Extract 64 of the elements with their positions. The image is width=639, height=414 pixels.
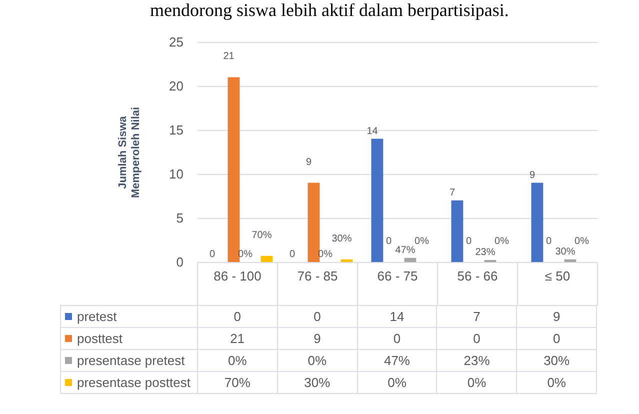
y-tick-label: 15	[169, 122, 184, 138]
data-label: 30%	[277, 372, 358, 394]
text: 7	[449, 187, 456, 198]
y-tick-label: 20	[169, 78, 184, 94]
data-label: 0	[357, 328, 437, 350]
y-tick-label: 10	[169, 166, 184, 182]
bar	[564, 259, 576, 262]
data-label: 7	[436, 306, 517, 328]
text: 0%	[494, 236, 509, 247]
data-label: 0	[516, 328, 596, 350]
text: 9	[306, 156, 312, 168]
text: mendorong siswa lebih aktif dalam berpartisipasi.	[150, 0, 509, 21]
x-tick-label: 66 - 75	[377, 268, 418, 284]
y-tick-label: 5	[176, 210, 184, 226]
data-label: 0%	[436, 372, 517, 394]
y-tick-label: 0	[176, 254, 184, 270]
data-label: 21	[198, 328, 278, 350]
text: 30%	[555, 246, 576, 258]
legend-label: presentase pretest	[60, 350, 198, 372]
data-label: 0%	[357, 372, 437, 394]
legend-label: presentase posttest	[60, 372, 198, 394]
data-label: 0%	[198, 350, 278, 372]
x-tick-label: 86 - 100	[214, 268, 262, 284]
data-label: 0	[436, 328, 517, 350]
data-label: 0%	[277, 350, 358, 372]
text: 9	[529, 170, 536, 181]
text: 30%	[332, 233, 352, 244]
text: 0	[466, 236, 472, 247]
text: 0	[209, 249, 216, 260]
text: 14	[366, 126, 378, 137]
text: 21	[223, 51, 234, 62]
data-label: 14	[357, 306, 437, 328]
legend-label: pretest	[60, 306, 198, 328]
data-label: 23%	[436, 350, 517, 372]
bar	[260, 256, 273, 262]
data-label: 0%	[516, 372, 596, 394]
data-label: 0	[198, 306, 278, 328]
legend-label: posttest	[60, 328, 198, 350]
y-axis-title: Jumlah Siswa Memperoleh Nilai	[117, 106, 142, 198]
data-label: 9	[277, 328, 358, 350]
text: 0	[546, 236, 552, 247]
data-label: 9	[516, 306, 596, 328]
text: 0	[289, 249, 296, 260]
y-tick-label: 25	[169, 34, 184, 50]
text: 0	[386, 236, 392, 247]
text: 0%	[574, 236, 589, 247]
x-tick-label: 76 - 85	[297, 268, 338, 284]
text: 0%	[414, 236, 429, 247]
bar	[308, 182, 320, 262]
data-label: 47%	[357, 350, 437, 372]
text: 70%	[252, 230, 272, 241]
data-label: 70%	[198, 372, 278, 394]
text: 47%	[395, 244, 416, 256]
x-tick-label: ≤ 50	[544, 268, 570, 284]
bar	[531, 182, 544, 262]
bar	[404, 258, 416, 262]
bar	[371, 138, 384, 262]
x-tick-label: 56 - 66	[457, 268, 498, 284]
bar	[228, 77, 240, 262]
text: 23%	[475, 246, 496, 258]
bar	[451, 200, 464, 262]
bar	[340, 259, 353, 262]
data-label: 30%	[516, 350, 596, 372]
data-label: 0	[277, 306, 358, 328]
